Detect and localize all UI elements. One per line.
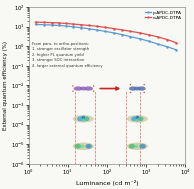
p-APDC-DTPA (58, 24, 60, 27)
o-APDC-DTPA (139, 32, 141, 34)
Ellipse shape (143, 92, 145, 93)
Text: From para- to ortho-positions:
1. stronger oscillator strength
2. higher PL quan: From para- to ortho-positions: 1. strong… (32, 42, 102, 67)
Line: o-APDC-DTPA: o-APDC-DTPA (34, 21, 178, 44)
Ellipse shape (81, 119, 85, 122)
p-APDC-DTPA (113, 32, 115, 34)
p-APDC-DTPA (148, 40, 150, 42)
p-APDC-DTPA (34, 23, 37, 26)
o-APDC-DTPA (157, 36, 159, 38)
p-APDC-DTPA (65, 25, 67, 27)
p-APDC-DTPA (166, 46, 168, 48)
p-APDC-DTPA (43, 24, 45, 26)
Ellipse shape (93, 91, 94, 92)
Ellipse shape (130, 84, 131, 85)
p-APDC-DTPA (121, 33, 124, 36)
o-APDC-DTPA (104, 26, 106, 29)
o-APDC-DTPA (129, 30, 132, 33)
Ellipse shape (73, 115, 94, 123)
Ellipse shape (75, 144, 81, 149)
p-APDC-DTPA (96, 29, 98, 31)
Ellipse shape (138, 116, 143, 121)
o-APDC-DTPA (113, 27, 115, 30)
p-APDC-DTPA (175, 49, 178, 51)
Ellipse shape (143, 84, 145, 85)
Ellipse shape (135, 116, 139, 119)
Ellipse shape (130, 92, 131, 93)
Ellipse shape (127, 115, 148, 123)
p-APDC-DTPA (129, 36, 132, 38)
Ellipse shape (135, 119, 139, 122)
Ellipse shape (72, 85, 74, 87)
p-APDC-DTPA (157, 43, 159, 45)
Ellipse shape (139, 144, 146, 149)
o-APDC-DTPA (80, 24, 82, 26)
o-APDC-DTPA (166, 38, 168, 41)
Y-axis label: External quantum efficiency (%): External quantum efficiency (%) (3, 41, 9, 130)
Ellipse shape (74, 87, 82, 91)
Ellipse shape (77, 116, 83, 121)
o-APDC-DTPA (175, 42, 178, 44)
p-APDC-DTPA (80, 27, 82, 29)
p-APDC-DTPA (88, 28, 90, 30)
Ellipse shape (80, 87, 86, 90)
Ellipse shape (86, 144, 92, 149)
o-APDC-DTPA (58, 22, 60, 24)
X-axis label: Luminance (cd m⁻²): Luminance (cd m⁻²) (76, 180, 138, 186)
o-APDC-DTPA (51, 22, 53, 24)
Ellipse shape (73, 143, 94, 150)
o-APDC-DTPA (88, 24, 90, 27)
Ellipse shape (84, 87, 93, 91)
p-APDC-DTPA (139, 38, 141, 40)
o-APDC-DTPA (34, 21, 37, 23)
Ellipse shape (129, 144, 135, 149)
Ellipse shape (93, 85, 94, 87)
Legend: p-APDC-DTPA, o-APDC-DTPA: p-APDC-DTPA, o-APDC-DTPA (143, 9, 183, 21)
Ellipse shape (127, 143, 148, 150)
o-APDC-DTPA (121, 29, 124, 31)
o-APDC-DTPA (65, 22, 67, 25)
o-APDC-DTPA (72, 23, 75, 25)
Ellipse shape (129, 87, 137, 91)
o-APDC-DTPA (96, 25, 98, 27)
Line: p-APDC-DTPA: p-APDC-DTPA (34, 23, 178, 51)
Ellipse shape (131, 116, 137, 121)
Ellipse shape (138, 87, 146, 91)
Ellipse shape (84, 116, 89, 121)
Ellipse shape (134, 145, 138, 148)
o-APDC-DTPA (148, 34, 150, 36)
p-APDC-DTPA (72, 26, 75, 28)
Ellipse shape (72, 91, 74, 92)
o-APDC-DTPA (43, 21, 45, 23)
p-APDC-DTPA (104, 30, 106, 33)
Ellipse shape (80, 145, 84, 148)
Ellipse shape (134, 87, 140, 90)
Ellipse shape (81, 116, 85, 119)
p-APDC-DTPA (51, 24, 53, 26)
